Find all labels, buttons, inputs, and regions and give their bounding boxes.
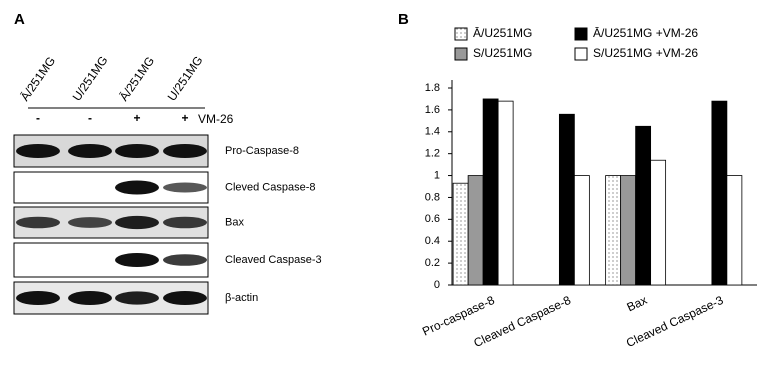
y-tick-label: 0 bbox=[434, 279, 440, 291]
legend-label: Ā/U251MG +VM-26 bbox=[593, 26, 698, 40]
treatment-sign: - bbox=[88, 111, 92, 125]
legend-swatch bbox=[575, 48, 587, 60]
treatment-sign: + bbox=[181, 111, 188, 125]
lane-label: Ā/251MG bbox=[18, 54, 59, 104]
y-tick-label: 1.6 bbox=[425, 104, 440, 116]
y-tick-label: 1.8 bbox=[425, 82, 440, 94]
y-tick-label: 0.4 bbox=[425, 235, 440, 247]
bar bbox=[483, 99, 498, 285]
y-tick-label: 0.8 bbox=[425, 191, 440, 203]
y-tick-label: 0.2 bbox=[425, 257, 440, 269]
legend-swatch bbox=[575, 28, 587, 40]
blot-band bbox=[115, 216, 159, 229]
blot-band bbox=[115, 181, 159, 195]
blot-band bbox=[16, 144, 60, 158]
panel-label: B bbox=[398, 11, 409, 28]
bar bbox=[606, 176, 621, 285]
treatment-label: VM-26 bbox=[198, 112, 234, 126]
bar bbox=[453, 183, 468, 285]
legend-label: S/U251MG +VM-26 bbox=[593, 46, 698, 60]
legend-swatch bbox=[455, 48, 467, 60]
bar bbox=[559, 114, 574, 285]
lane-label: U/251MG bbox=[165, 53, 206, 103]
blot-band bbox=[68, 291, 112, 305]
bar bbox=[468, 176, 483, 285]
blot-band bbox=[115, 253, 159, 267]
bar bbox=[727, 176, 742, 285]
panel-label: A bbox=[14, 11, 25, 28]
y-tick-label: 1 bbox=[434, 169, 440, 181]
bar bbox=[498, 101, 513, 285]
blot-band bbox=[163, 183, 207, 193]
blot-label: Cleaved Caspase-3 bbox=[225, 254, 322, 266]
blot-band bbox=[163, 291, 207, 305]
legend-label: S/U251MG bbox=[473, 46, 532, 60]
y-tick-label: 1.4 bbox=[425, 126, 440, 138]
blot-label: Cleved Caspase-8 bbox=[225, 181, 316, 193]
blot-band bbox=[68, 144, 112, 158]
bar bbox=[636, 126, 651, 285]
lane-label: U/251MG bbox=[70, 53, 111, 103]
blot-band bbox=[163, 144, 207, 158]
legend-label: Ā/U251MG bbox=[473, 26, 532, 40]
blot-band bbox=[163, 217, 207, 229]
bar bbox=[574, 176, 589, 285]
y-tick-label: 0.6 bbox=[425, 213, 440, 225]
blot-band bbox=[16, 291, 60, 305]
y-tick-label: 1.2 bbox=[425, 148, 440, 160]
treatment-sign: + bbox=[133, 111, 140, 125]
blot-band bbox=[68, 217, 112, 228]
blot-band bbox=[163, 254, 207, 266]
treatment-sign: - bbox=[36, 111, 40, 125]
lane-label: Ā/251MG bbox=[117, 54, 158, 104]
blot-label: Pro-Caspase-8 bbox=[225, 145, 299, 157]
blot-label: Bax bbox=[225, 216, 244, 228]
bar bbox=[712, 101, 727, 285]
bar bbox=[651, 160, 666, 285]
blot-band bbox=[115, 291, 159, 304]
blot-band bbox=[16, 217, 60, 229]
blot-band bbox=[115, 144, 159, 158]
legend-swatch bbox=[455, 28, 467, 40]
blot-label: β-actin bbox=[225, 292, 258, 304]
figure: A B VM-26 Ā/251MGU/251MGĀ/251MGU/251MG--… bbox=[0, 0, 761, 379]
x-tick-label: Bax bbox=[625, 293, 650, 314]
bar bbox=[621, 176, 636, 285]
